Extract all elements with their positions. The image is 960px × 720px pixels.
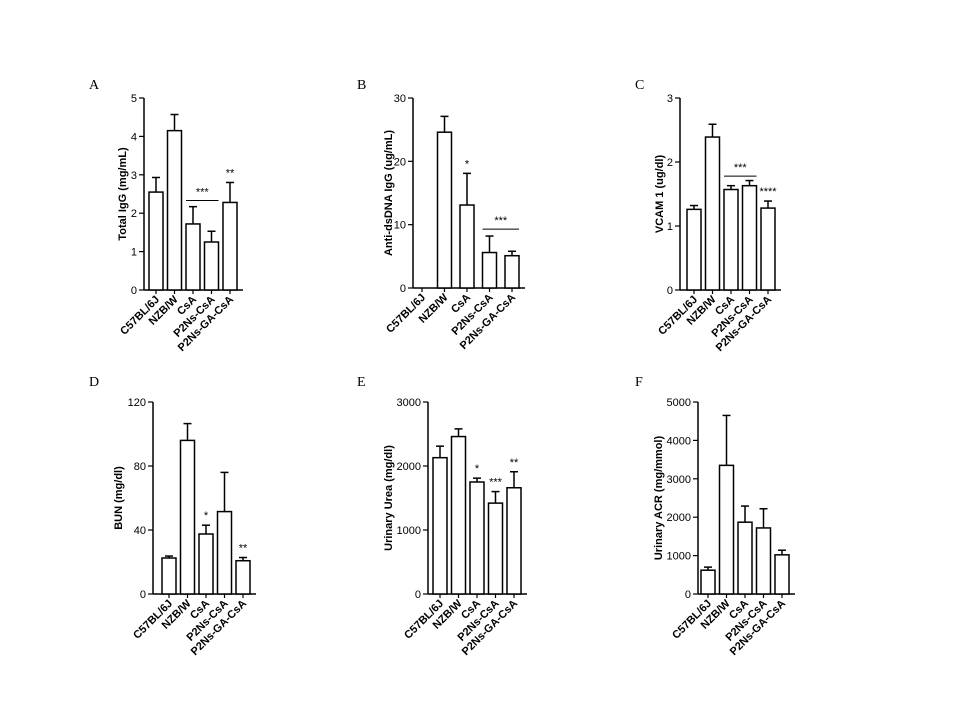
- bar: [203, 241, 220, 291]
- significance-marker: **: [226, 167, 235, 179]
- bar: [737, 521, 753, 595]
- bar: [723, 188, 739, 291]
- y-tick-label: 10: [394, 220, 406, 232]
- y-tick-label: 3: [667, 93, 673, 105]
- bar: [179, 439, 196, 595]
- y-tick-label: 2: [667, 157, 673, 169]
- y-tick-label: 1000: [397, 525, 421, 537]
- significance-marker: *: [204, 510, 209, 522]
- significance-marker: ****: [759, 186, 777, 198]
- bar: [148, 191, 164, 291]
- y-tick-label: 20: [394, 156, 406, 168]
- bar: [774, 554, 790, 595]
- y-tick-label: 1: [131, 247, 137, 259]
- significance-marker: ***: [489, 477, 503, 489]
- bar: [504, 254, 520, 289]
- y-tick-label: 80: [134, 461, 146, 473]
- y-tick-label: 40: [134, 525, 146, 537]
- panel-letter: C: [635, 78, 644, 93]
- y-tick-label: 0: [415, 589, 421, 601]
- bar: [718, 464, 735, 595]
- y-axis-label: BUN (mg/dl): [113, 466, 125, 530]
- bar: [450, 435, 467, 595]
- panel-letter: A: [89, 78, 100, 93]
- y-tick-label: 4000: [667, 435, 691, 447]
- y-tick-label: 3: [131, 170, 137, 182]
- y-tick-label: 5: [131, 93, 137, 105]
- y-tick-label: 2000: [397, 461, 421, 473]
- significance-marker: ***: [196, 187, 210, 199]
- panel-letter: F: [635, 375, 643, 390]
- y-tick-label: 3000: [397, 397, 421, 409]
- bar: [700, 569, 716, 595]
- y-axis-label: Urinary Urea (mg/dl): [383, 445, 395, 551]
- y-tick-label: 120: [128, 397, 146, 409]
- bar: [704, 136, 721, 291]
- bar: [436, 131, 453, 289]
- panel-letter: E: [357, 375, 366, 390]
- significance-marker: ***: [494, 215, 508, 227]
- bar: [216, 510, 233, 595]
- y-tick-label: 0: [140, 589, 146, 601]
- bar: [432, 456, 448, 595]
- y-tick-label: 1: [667, 221, 673, 233]
- significance-marker: ***: [734, 162, 748, 174]
- significance-marker: **: [239, 543, 248, 555]
- bar: [760, 207, 776, 291]
- significance-marker: *: [465, 158, 470, 170]
- y-tick-label: 2000: [667, 512, 691, 524]
- bar: [481, 251, 498, 289]
- bar: [222, 201, 238, 291]
- y-tick-label: 30: [394, 93, 406, 105]
- y-tick-label: 0: [685, 589, 691, 601]
- y-axis-label: Urinary ACR (mg/mmol): [653, 436, 665, 561]
- y-axis-label: Total IgG (mg/mL): [117, 147, 129, 241]
- bar: [185, 223, 201, 291]
- bar: [487, 502, 504, 595]
- panel-f: F 0 1000 2000 3000 4000 5000 Urinary ACR (mg/mm…: [635, 375, 795, 658]
- panel-letter: D: [89, 375, 99, 390]
- y-tick-label: 4: [131, 131, 137, 143]
- y-tick-label: 5000: [667, 397, 691, 409]
- bar: [686, 208, 702, 291]
- bar: [741, 184, 758, 291]
- bar: [166, 129, 183, 291]
- significance-marker: *: [475, 463, 480, 475]
- bar: [755, 527, 772, 595]
- y-axis-label: Anti-dsDNA IgG (ug/mL): [383, 130, 395, 256]
- y-tick-label: 0: [667, 285, 673, 297]
- bar: [161, 557, 177, 595]
- y-tick-label: 1000: [667, 551, 691, 563]
- bar: [469, 481, 485, 595]
- y-tick-label: 0: [400, 283, 406, 295]
- panel-letter: B: [357, 78, 366, 93]
- bar: [198, 533, 214, 595]
- y-tick-label: 2: [131, 208, 137, 220]
- bar: [506, 487, 522, 595]
- y-tick-label: 3000: [667, 474, 691, 486]
- bar: [235, 559, 251, 595]
- bar: [459, 204, 475, 289]
- y-tick-label: 0: [131, 285, 137, 297]
- y-axis-label: VCAM 1 (ug/dl): [654, 155, 666, 234]
- significance-marker: **: [510, 457, 519, 469]
